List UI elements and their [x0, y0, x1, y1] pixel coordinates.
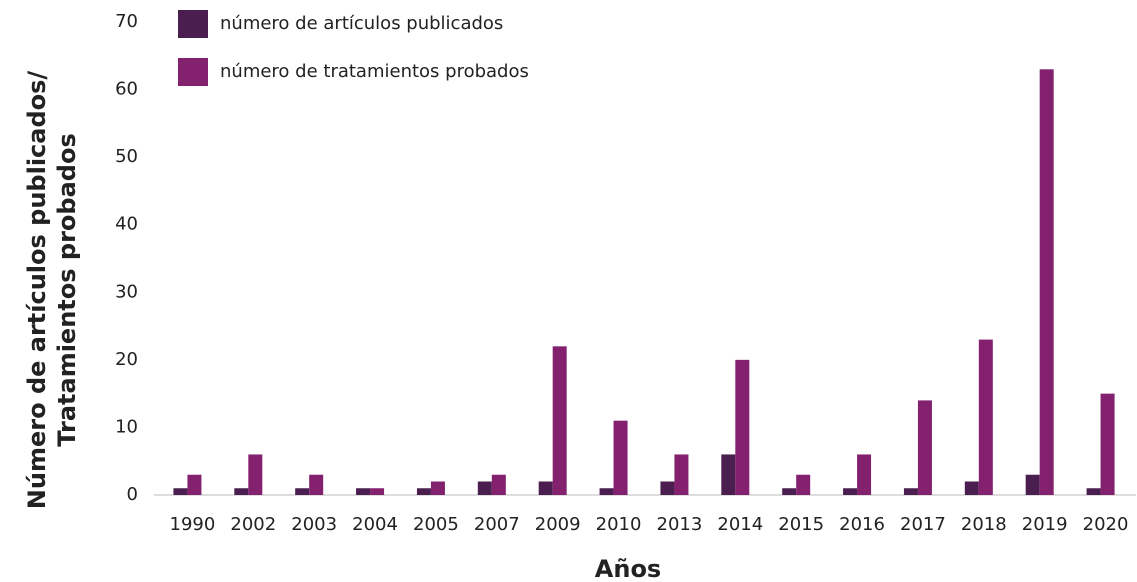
bar — [782, 488, 797, 495]
y-axis-title: Número de artículos publicados/ Tratamie… — [23, 71, 81, 510]
x-tick-label: 2013 — [657, 514, 703, 535]
y-tick-label: 50 — [115, 146, 138, 167]
bar — [796, 474, 811, 495]
bar — [187, 474, 202, 495]
bar — [843, 488, 858, 495]
bar — [735, 359, 750, 495]
legend-swatch — [178, 10, 208, 38]
x-tick-label: 2016 — [839, 514, 885, 535]
x-tick-label: 2007 — [474, 514, 520, 535]
bar — [857, 454, 872, 495]
x-tick-label: 2019 — [1022, 514, 1068, 535]
legend-label: número de tratamientos probados — [220, 61, 529, 82]
bar — [903, 488, 918, 495]
x-tick-label: 2010 — [596, 514, 642, 535]
y-tick-label: 60 — [115, 79, 138, 100]
bar — [477, 481, 492, 495]
y-tick-label: 70 — [115, 11, 138, 32]
y-axis-title-line: Número de artículos publicados/ — [23, 71, 51, 510]
bar — [173, 488, 188, 495]
x-tick-label: 1990 — [170, 514, 216, 535]
bar — [234, 488, 249, 495]
bar — [613, 420, 628, 495]
bar — [248, 454, 263, 495]
bar — [674, 454, 689, 495]
y-tick-label: 0 — [127, 484, 138, 505]
bar — [917, 400, 932, 495]
bar — [538, 481, 553, 495]
y-tick-label: 20 — [115, 349, 138, 370]
x-tick-label: 2020 — [1083, 514, 1129, 535]
x-axis-title: Años — [595, 555, 661, 582]
x-tick-label: 2014 — [717, 514, 763, 535]
x-tick-label: 2005 — [413, 514, 459, 535]
bar — [1086, 488, 1101, 495]
bar — [1039, 69, 1054, 496]
x-tick-label: 2017 — [900, 514, 946, 535]
bar — [660, 481, 675, 495]
x-tick-label: 2003 — [291, 514, 337, 535]
legend-swatch — [178, 58, 208, 86]
y-tick-label: 10 — [115, 416, 138, 437]
x-tick-label: 2015 — [778, 514, 824, 535]
bar — [416, 488, 431, 495]
bar — [1025, 474, 1040, 495]
bar — [370, 488, 385, 495]
bar — [309, 474, 324, 495]
bar — [1100, 393, 1115, 495]
bar — [295, 488, 310, 495]
x-tick-label: 2002 — [230, 514, 276, 535]
y-tick-label: 40 — [115, 214, 138, 235]
bar — [552, 346, 567, 495]
y-tick-label: 30 — [115, 281, 138, 302]
bar — [430, 481, 445, 495]
x-tick-label: 2004 — [352, 514, 398, 535]
bar — [964, 481, 979, 495]
x-tick-label: 2018 — [961, 514, 1007, 535]
x-tick-label: 2009 — [535, 514, 581, 535]
bar — [356, 488, 371, 495]
bar — [721, 454, 736, 495]
bar — [978, 339, 993, 495]
y-axis-title-line: Tratamientos probados — [53, 133, 81, 446]
bar — [599, 488, 614, 495]
bar — [491, 474, 506, 495]
legend-label: número de artículos publicados — [220, 13, 503, 34]
